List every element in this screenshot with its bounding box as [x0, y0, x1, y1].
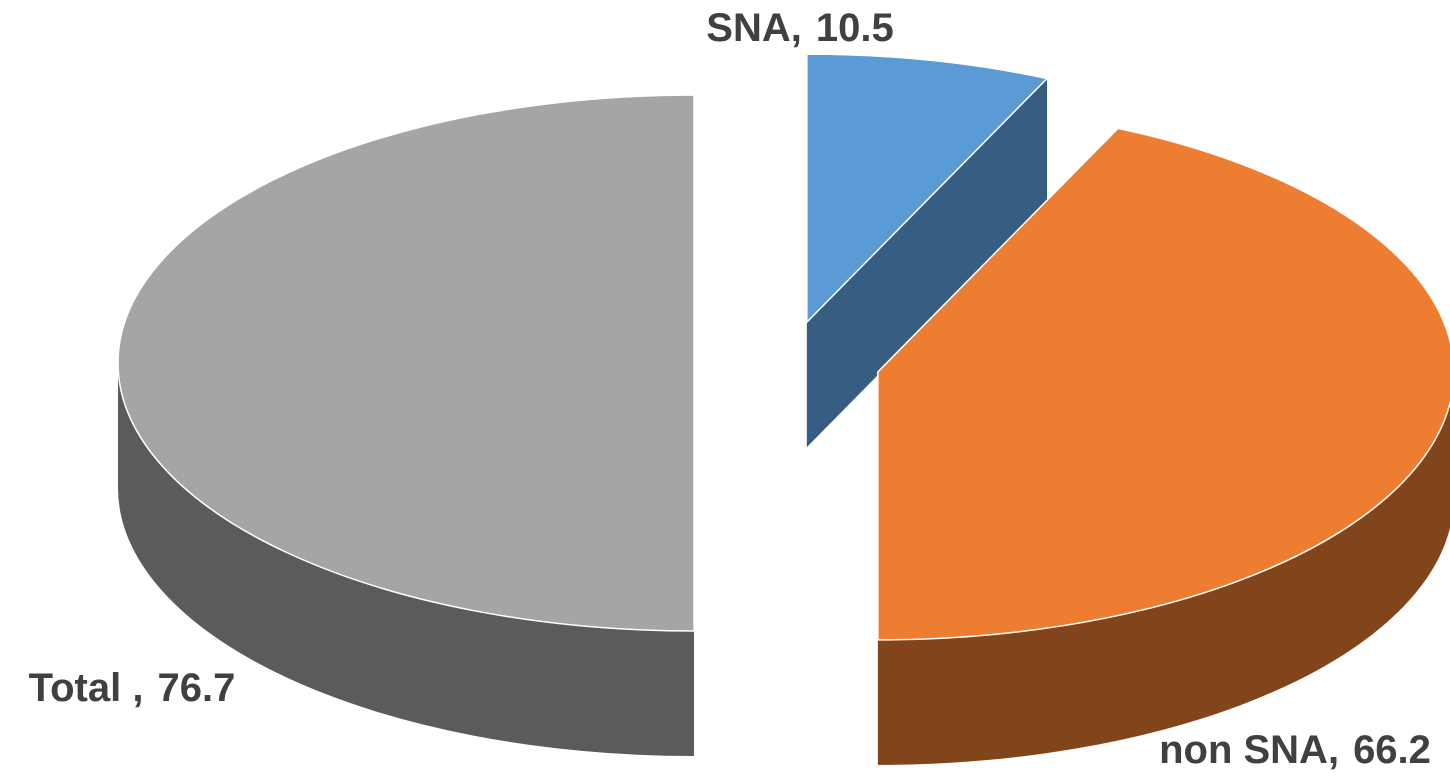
data-labels: SNA, 10.5 non SNA, 66.2 Total , 76.7 [29, 6, 1431, 772]
data-label: Total , 76.7 [29, 666, 236, 710]
data-label: non SNA, 66.2 [1159, 728, 1431, 772]
label-value: 76.7 [157, 666, 235, 710]
slice [877, 127, 1450, 641]
slice [806, 53, 1049, 324]
slice-outer-wall [118, 363, 694, 756]
label-value: 66.2 [1353, 728, 1431, 772]
label-category: SNA, [706, 6, 802, 50]
slice-side-wall [806, 78, 1048, 448]
slice-outer-wall [877, 402, 1450, 765]
label-value: 10.5 [816, 6, 894, 50]
slice [117, 94, 695, 632]
pie-tops [117, 53, 1450, 641]
label-category: non SNA, [1159, 728, 1339, 772]
data-label: SNA, 10.5 [706, 6, 893, 50]
label-category: Total , [29, 666, 144, 710]
